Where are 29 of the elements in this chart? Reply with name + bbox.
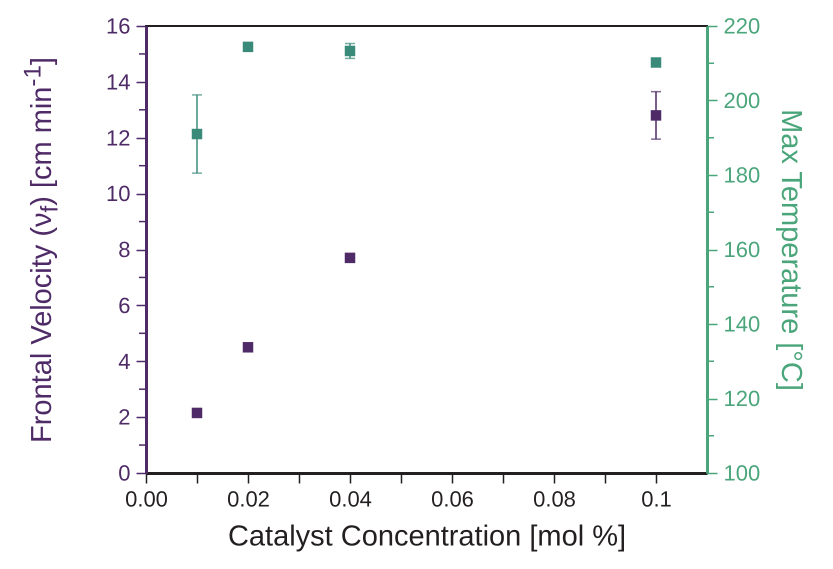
point bbox=[650, 57, 662, 68]
y-tick-label: 10 bbox=[106, 181, 130, 206]
x-tick-label: 0.00 bbox=[125, 486, 168, 512]
x-tick-label: 0.02 bbox=[227, 486, 270, 512]
y-tick-label: 12 bbox=[106, 125, 130, 150]
point bbox=[242, 342, 254, 353]
y-tick-label: 2 bbox=[118, 404, 130, 430]
x-tick-label: 0.1 bbox=[641, 486, 672, 512]
y2-tick-label: 160 bbox=[724, 237, 760, 262]
y2-tick-label: 120 bbox=[724, 386, 760, 411]
y-tick-label: 14 bbox=[106, 69, 130, 94]
y2-tick-label: 140 bbox=[724, 312, 760, 336]
y2-tick-label: 200 bbox=[724, 88, 760, 113]
y-tick-label: 4 bbox=[118, 348, 130, 374]
y-tick-label: 16 bbox=[106, 14, 130, 38]
y2-tick-label: 100 bbox=[724, 460, 760, 486]
point bbox=[242, 42, 254, 52]
y-tick-label: 6 bbox=[118, 292, 130, 318]
x-tick-label: 0.08 bbox=[533, 486, 576, 512]
y2-tick-label: 220 bbox=[724, 14, 760, 38]
x-axis-title: Catalyst Concentration [mol %] bbox=[228, 520, 626, 552]
y2-axis-title: Max Temperature [°C] bbox=[775, 109, 808, 391]
y-tick-label: 0 bbox=[118, 460, 130, 486]
x-tick-label: 0.06 bbox=[431, 486, 474, 512]
y-tick-label: 8 bbox=[118, 237, 130, 262]
y2-tick-label: 180 bbox=[724, 162, 760, 188]
x-tick-label: 0.04 bbox=[329, 486, 372, 512]
point bbox=[344, 252, 356, 264]
point bbox=[192, 408, 202, 418]
